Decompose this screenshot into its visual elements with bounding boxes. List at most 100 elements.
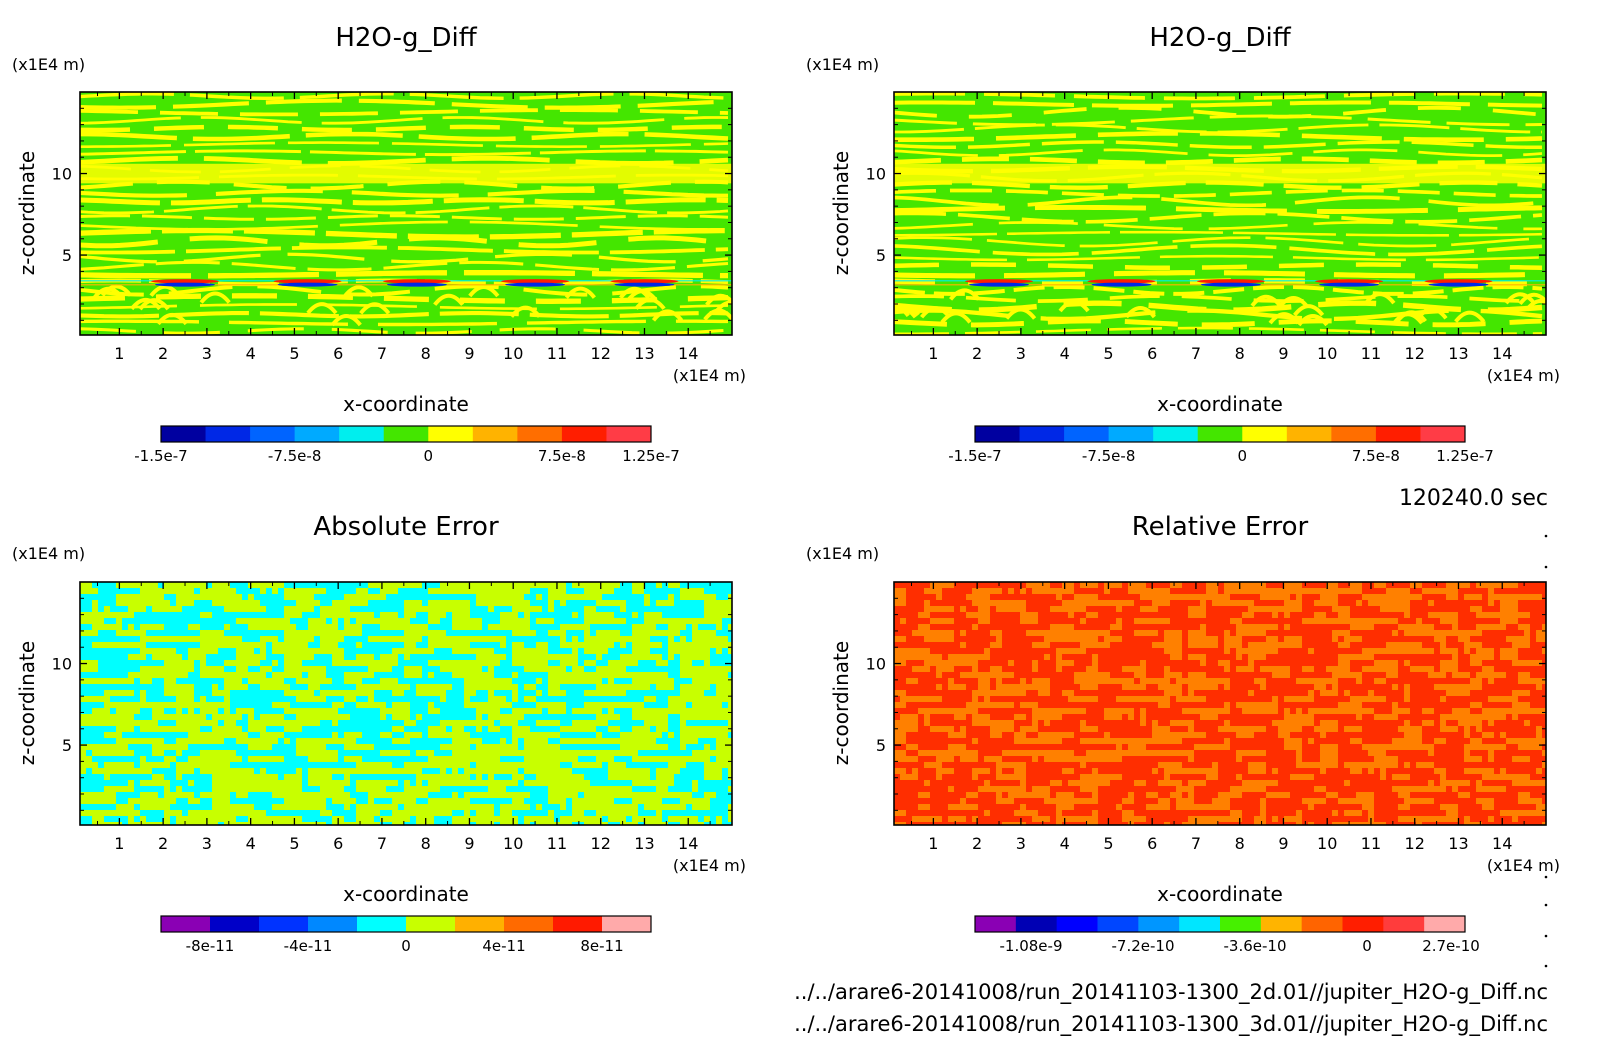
field-cell	[656, 678, 674, 684]
field-cell	[1494, 768, 1500, 774]
field-cell	[584, 606, 596, 612]
field-cell	[548, 798, 566, 804]
field-cell	[368, 666, 392, 672]
contour-arc	[619, 286, 651, 300]
field-cell	[1254, 612, 1272, 618]
colorbar-tick-label: 8e-11	[580, 937, 623, 955]
field-cell	[332, 642, 338, 648]
field-cell	[1314, 636, 1320, 642]
field-cell	[512, 708, 542, 714]
field-cell	[416, 648, 428, 654]
field-cell	[728, 648, 732, 654]
field-cell	[548, 678, 572, 684]
field-cell	[1470, 780, 1476, 786]
x-tick-label: 4	[246, 344, 256, 363]
field-cell	[1158, 714, 1182, 720]
field-cell	[524, 606, 542, 612]
field-cell	[716, 624, 722, 630]
field-cell	[1530, 702, 1542, 708]
field-cell	[1530, 630, 1536, 636]
field-cell	[1182, 774, 1206, 780]
field-cell	[1086, 792, 1092, 798]
field-cell	[1218, 714, 1236, 720]
field-cell	[1194, 792, 1218, 798]
field-cell	[1542, 732, 1546, 738]
contour-band	[894, 156, 1543, 166]
field-cell	[440, 804, 464, 810]
field-cell	[1398, 636, 1428, 642]
field-cell	[1314, 624, 1320, 630]
field-cell	[1350, 720, 1380, 726]
field-cell	[1014, 654, 1044, 660]
field-cell	[918, 774, 936, 780]
field-cell	[1446, 774, 1458, 780]
field-cell	[1074, 792, 1092, 798]
y-axis-label: z-coordinate	[829, 151, 853, 275]
field-cell	[440, 612, 446, 618]
field-cell	[1302, 732, 1308, 738]
colorbar-tick-label: 0	[401, 937, 411, 955]
field-cell	[368, 762, 392, 768]
field-cell	[1242, 756, 1260, 762]
field-cell	[116, 600, 134, 606]
field-cell	[1326, 660, 1332, 666]
heatmap-field	[894, 92, 1546, 335]
x-tick-label: 1	[114, 834, 124, 853]
field-cell	[1230, 798, 1260, 804]
field-cell	[212, 690, 224, 696]
colorbar-tick-label: 1.25e-7	[622, 447, 680, 465]
field-cell	[1518, 762, 1530, 768]
field-cell	[104, 612, 134, 618]
field-cell	[1446, 636, 1458, 642]
field-cell	[476, 660, 500, 666]
field-cell	[1266, 618, 1290, 624]
field-cell	[176, 720, 194, 726]
anomaly-negative	[505, 282, 566, 287]
field-cell	[416, 606, 440, 612]
colorbar-swatch	[339, 426, 385, 442]
field-cell	[1542, 606, 1546, 612]
field-cell	[942, 690, 972, 696]
field-cell	[1194, 690, 1212, 696]
field-cell	[620, 786, 632, 792]
field-cell	[200, 810, 212, 816]
field-cell	[500, 618, 530, 624]
field-cell	[260, 588, 266, 594]
field-cell	[1218, 786, 1230, 792]
contour-band	[80, 204, 729, 215]
field-cell	[296, 654, 308, 660]
field-cell	[512, 804, 530, 810]
field-cell	[1146, 720, 1152, 726]
field-cell	[1494, 804, 1506, 810]
field-cell	[668, 648, 692, 654]
field-cell	[176, 690, 194, 696]
field-cell	[524, 804, 530, 810]
field-cell	[1218, 630, 1224, 636]
field-cell	[1290, 708, 1296, 714]
field-cell	[1014, 696, 1032, 702]
field-cell	[1302, 816, 1332, 822]
field-cell	[596, 732, 602, 738]
field-cell	[716, 684, 732, 690]
field-cell	[308, 822, 326, 825]
field-cell	[1158, 630, 1164, 636]
field-cell	[1146, 762, 1158, 768]
field-cell	[1398, 684, 1404, 690]
field-cell	[1482, 792, 1488, 798]
field-cell	[1326, 804, 1344, 810]
field-cell	[548, 708, 566, 714]
field-cell	[272, 642, 290, 648]
field-cell	[1422, 768, 1434, 774]
field-cell	[236, 636, 242, 642]
field-cell	[1014, 588, 1020, 594]
x-unit-label: (x1E4 m)	[673, 366, 746, 385]
field-cell	[1158, 612, 1182, 618]
field-cell	[1002, 594, 1026, 600]
field-cell	[906, 630, 912, 636]
field-cell	[1410, 612, 1428, 618]
field-cell	[500, 612, 518, 618]
field-cell	[1314, 582, 1320, 588]
field-cell	[1326, 696, 1344, 702]
field-cell	[1134, 594, 1140, 600]
field-cell	[1074, 804, 1104, 810]
